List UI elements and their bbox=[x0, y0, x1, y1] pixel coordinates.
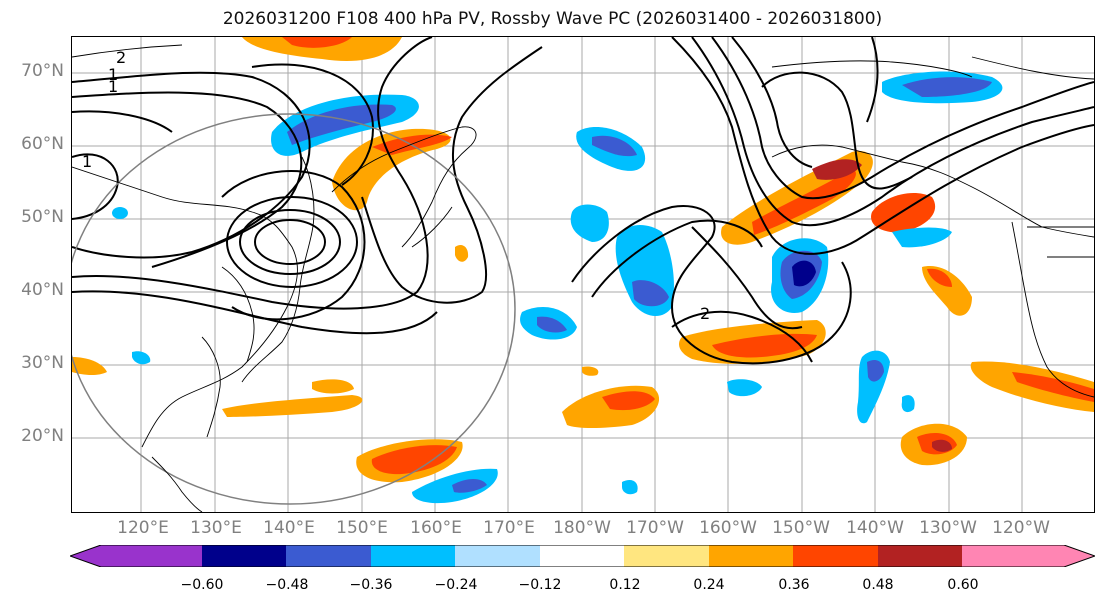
colorbar-segments bbox=[70, 545, 1095, 567]
lon-label-170w: 170°W bbox=[626, 518, 684, 538]
lon-label-150e: 150°E bbox=[336, 518, 388, 538]
colorbar-tick: −0.48 bbox=[265, 577, 309, 593]
colorbar-tick: 0.48 bbox=[862, 577, 894, 593]
colorbar-segment bbox=[793, 545, 878, 567]
lon-label-160e: 160°E bbox=[410, 518, 462, 538]
colorbar-segment bbox=[455, 545, 540, 567]
lon-label-180w: 180°W bbox=[553, 518, 611, 538]
contour-label: 1 bbox=[82, 152, 92, 171]
colorbar-segment bbox=[878, 545, 962, 567]
colorbar-segment bbox=[70, 545, 202, 567]
contour-label: 2 bbox=[700, 304, 710, 323]
map-panel[interactable]: 2 1 1 1 2 bbox=[71, 36, 1095, 513]
coastlines bbox=[72, 44, 1094, 512]
lon-label-140w: 140°W bbox=[846, 518, 904, 538]
colorbar-tick: 0.12 bbox=[609, 577, 641, 593]
contour-lines bbox=[72, 37, 1094, 365]
lon-label-130e: 130°E bbox=[190, 518, 242, 538]
colorbar-segment bbox=[286, 545, 371, 567]
colorbar-segment bbox=[540, 545, 624, 567]
lat-label-60n: 60°N bbox=[21, 134, 64, 154]
lon-label-120e: 120°E bbox=[117, 518, 169, 538]
colorbar-tick: 0.60 bbox=[947, 577, 979, 593]
colorbar-tick: 0.36 bbox=[778, 577, 810, 593]
lat-label-50n: 50°N bbox=[21, 207, 64, 227]
lon-label-120w: 120°W bbox=[992, 518, 1050, 538]
map-title: 2026031200 F108 400 hPa PV, Rossby Wave … bbox=[222, 9, 883, 29]
lon-label-160w: 160°W bbox=[699, 518, 757, 538]
lat-label-30n: 30°N bbox=[21, 353, 64, 373]
lat-label-20n: 20°N bbox=[21, 426, 64, 446]
colorbar-segment bbox=[202, 545, 286, 567]
colorbar-segment bbox=[371, 545, 455, 567]
contour-label: 1 bbox=[108, 77, 118, 96]
colorbar bbox=[70, 545, 1095, 567]
contour-label: 2 bbox=[116, 48, 126, 67]
lat-label-40n: 40°N bbox=[21, 280, 64, 300]
contour-label-group: 2 1 1 1 2 bbox=[82, 48, 710, 323]
colorbar-tick: −0.12 bbox=[518, 577, 562, 593]
radius-circle bbox=[72, 113, 516, 505]
colorbar-segment bbox=[962, 545, 1095, 567]
colorbar-tick: −0.36 bbox=[349, 577, 393, 593]
colorbar-segment bbox=[709, 545, 793, 567]
lon-label-170e: 170°E bbox=[483, 518, 535, 538]
colorbar-tick: 0.24 bbox=[693, 577, 725, 593]
lat-label-70n: 70°N bbox=[21, 61, 64, 81]
colorbar-segment bbox=[624, 545, 709, 567]
colorbar-tick: −0.60 bbox=[180, 577, 224, 593]
pv-anomaly-shading bbox=[72, 37, 1094, 504]
contour-label: 1 bbox=[108, 65, 118, 84]
colorbar-tick: −0.24 bbox=[434, 577, 478, 593]
lon-label-140e: 140°E bbox=[263, 518, 315, 538]
lon-label-150w: 150°W bbox=[772, 518, 830, 538]
map-canvas: 2 1 1 1 2 bbox=[72, 37, 1094, 512]
lon-label-130w: 130°W bbox=[919, 518, 977, 538]
